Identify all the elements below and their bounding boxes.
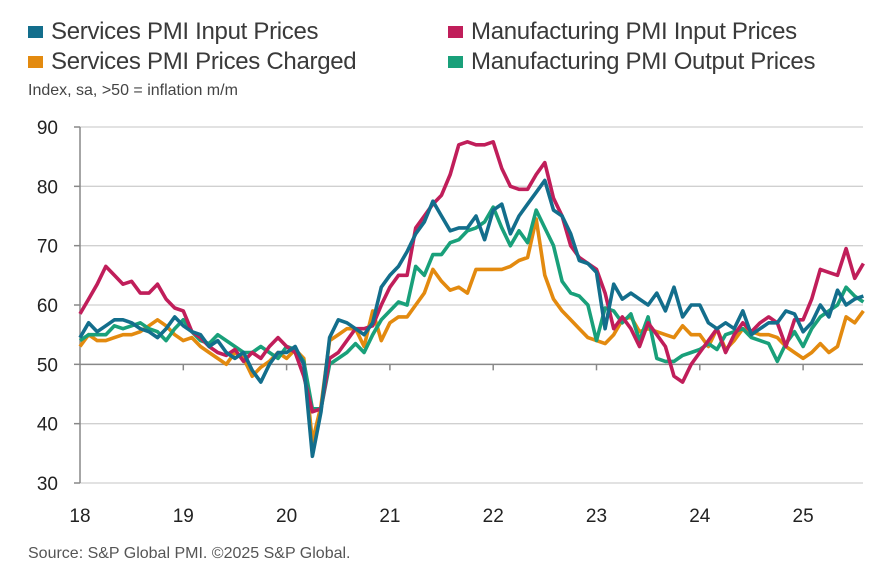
source-note: Source: S&P Global PMI. ©2025 S&P Global… bbox=[28, 545, 351, 562]
y-tick-label: 60 bbox=[37, 296, 58, 317]
y-tick-label: 40 bbox=[37, 415, 58, 436]
legend-label: Services PMI Prices Charged bbox=[51, 48, 357, 75]
x-tick-label: 25 bbox=[793, 506, 814, 527]
legend-swatch bbox=[28, 26, 43, 38]
y-tick-label: 50 bbox=[37, 355, 58, 376]
y-tick-label: 90 bbox=[37, 118, 58, 139]
series-line-services-pmi-prices-charged bbox=[78, 217, 865, 444]
legend-item-services-charged: Services PMI Prices Charged bbox=[28, 48, 357, 76]
y-tick-label: 30 bbox=[37, 474, 58, 495]
legend-item-manufacturing-output: Manufacturing PMI Output Prices bbox=[448, 48, 815, 76]
legend-item-services-input: Services PMI Input Prices bbox=[28, 18, 319, 46]
x-tick-label: 24 bbox=[689, 506, 711, 527]
legend-label: Manufacturing PMI Output Prices bbox=[471, 48, 816, 75]
x-tick-label: 21 bbox=[379, 506, 400, 527]
x-tick-label: 20 bbox=[276, 506, 297, 527]
legend-swatch bbox=[448, 26, 463, 38]
series-line-manufacturing-pmi-output-prices bbox=[78, 205, 865, 411]
x-tick-label: 18 bbox=[69, 506, 90, 527]
chart-subtitle: Index, sa, >50 = inflation m/m bbox=[28, 82, 238, 99]
y-tick-label: 70 bbox=[37, 237, 58, 258]
y-tick-label: 80 bbox=[37, 177, 58, 198]
legend-label: Manufacturing PMI Input Prices bbox=[471, 18, 797, 45]
x-tick-label: 23 bbox=[586, 506, 607, 527]
series-line-services-pmi-input-prices bbox=[78, 178, 864, 459]
legend-swatch bbox=[28, 56, 43, 68]
legend-item-manufacturing-input: Manufacturing PMI Input Prices bbox=[448, 18, 797, 46]
legend-label: Services PMI Input Prices bbox=[51, 18, 319, 45]
legend-swatch bbox=[448, 56, 463, 68]
x-tick-label: 22 bbox=[483, 506, 504, 527]
x-tick-label: 19 bbox=[173, 506, 194, 527]
